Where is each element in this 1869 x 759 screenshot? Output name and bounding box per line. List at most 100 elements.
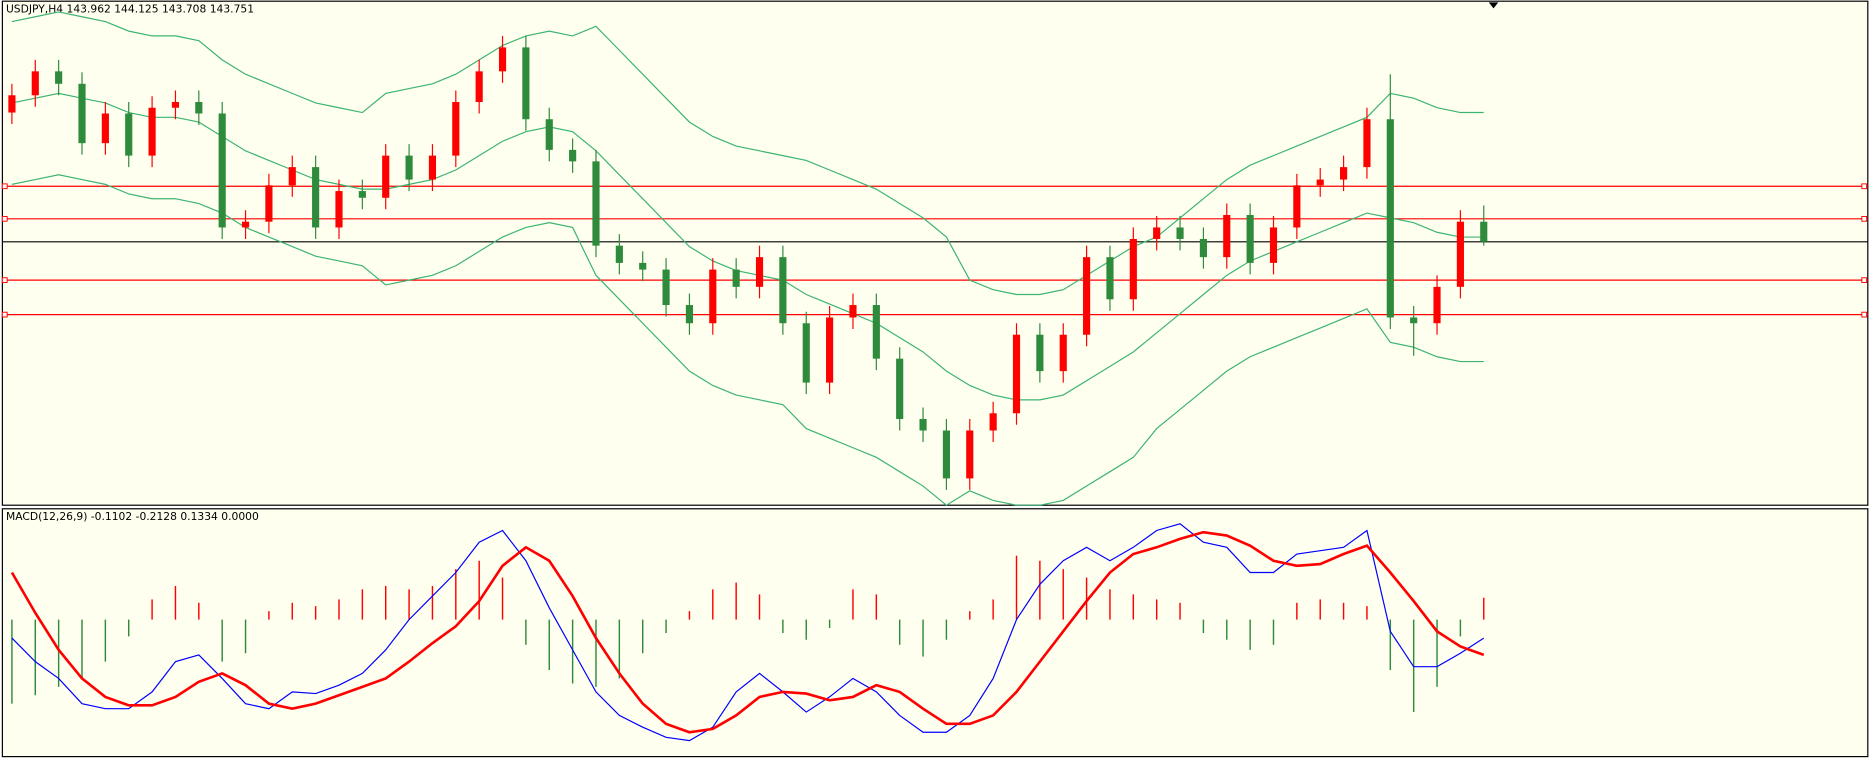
histogram-bar [1389, 619, 1392, 671]
band-upper [11, 11, 1484, 296]
histogram-bar [81, 619, 83, 679]
candle-body [1129, 238, 1137, 300]
candle-body [1223, 215, 1231, 258]
candle-body [288, 167, 296, 186]
candle-body [755, 257, 764, 287]
candle-body [1386, 119, 1394, 318]
histogram-bar [875, 594, 878, 620]
histogram-bar [945, 619, 948, 640]
candle-body [896, 358, 904, 420]
candle-body [452, 101, 460, 156]
candle-body [639, 262, 647, 270]
candle-body [265, 185, 273, 222]
signal-line [10, 530, 1485, 734]
candle-body [849, 305, 857, 318]
histogram-bar [688, 611, 691, 620]
level-handle [1861, 311, 1868, 318]
candle-body [498, 47, 507, 72]
histogram-bar [922, 619, 924, 657]
candle-body [662, 269, 670, 306]
histogram-bar [595, 619, 597, 687]
histogram-bar [455, 569, 457, 620]
candle-body [125, 113, 133, 156]
histogram-bar [548, 619, 550, 671]
histogram-bar [641, 619, 644, 654]
candle-body [55, 71, 63, 84]
histogram-bar [1155, 599, 1158, 620]
candle-body [171, 101, 180, 108]
candle-body [78, 83, 86, 144]
histogram-bar [782, 619, 784, 634]
candle-body [989, 413, 997, 431]
candle-body [312, 167, 320, 228]
candle-body [358, 191, 366, 198]
histogram-bar [57, 619, 60, 687]
histogram-bar [1483, 597, 1485, 620]
candle-body [872, 305, 880, 359]
histogram-bar [314, 606, 317, 620]
candle-body [1269, 227, 1278, 263]
histogram-bar [268, 611, 270, 620]
histogram-bar [1132, 594, 1135, 620]
level-handle [1, 215, 8, 222]
histogram-bar [1366, 606, 1368, 620]
candle-body [685, 305, 694, 324]
candle-body [1433, 286, 1441, 324]
candle-body [1456, 221, 1464, 287]
histogram-bar [571, 619, 574, 684]
candle-body [522, 47, 530, 120]
candle-body [1012, 334, 1021, 414]
price-panel [1, 0, 1869, 506]
histogram-bar [1085, 577, 1088, 620]
histogram-bar [151, 599, 153, 620]
candle-body [1293, 185, 1301, 228]
histogram-bar [221, 619, 223, 662]
candle-body [31, 71, 39, 96]
level-handle [1861, 215, 1868, 222]
histogram-bar [1436, 619, 1438, 687]
macd-panel [1, 508, 1869, 758]
candle-body [8, 95, 16, 113]
candle-body [1083, 257, 1091, 335]
histogram-bar [128, 619, 130, 637]
histogram-bar [1015, 555, 1018, 620]
histogram-bar [1039, 560, 1041, 620]
candle-body [942, 430, 950, 479]
histogram-bar [1202, 619, 1205, 634]
candle-body [1363, 119, 1371, 168]
histogram-bar [11, 619, 13, 704]
candle-body [148, 107, 156, 156]
band-lower [11, 174, 1484, 506]
histogram-bar [618, 619, 621, 679]
histogram-bar [174, 585, 177, 620]
histogram-bar [735, 582, 737, 620]
histogram-bar [969, 611, 971, 620]
histogram-bar [992, 599, 994, 620]
band-middle [11, 92, 1484, 401]
histogram-bar [408, 589, 410, 620]
histogram-bar [361, 589, 364, 620]
histogram-bar [712, 589, 714, 620]
level-handle [1, 277, 8, 283]
level-handle [1, 311, 8, 318]
histogram-bar [385, 585, 387, 620]
histogram-bar [1109, 589, 1111, 620]
histogram-bar [1272, 619, 1275, 645]
histogram-bar [898, 619, 901, 645]
histogram-bar [1062, 569, 1064, 620]
histogram-bar [244, 619, 247, 654]
histogram-bar [828, 619, 831, 628]
level-handle [1, 183, 8, 190]
candle-body [101, 113, 109, 144]
histogram-bar [1249, 619, 1251, 650]
histogram-bar [104, 619, 107, 662]
candle-body [1059, 334, 1067, 372]
candle-body [428, 155, 437, 180]
candle-body [241, 221, 250, 228]
candle-body [195, 101, 203, 114]
histogram-bar [1296, 602, 1298, 620]
histogram-bar [1319, 599, 1321, 620]
candle-body [1106, 257, 1114, 300]
candle-body [1410, 317, 1418, 324]
